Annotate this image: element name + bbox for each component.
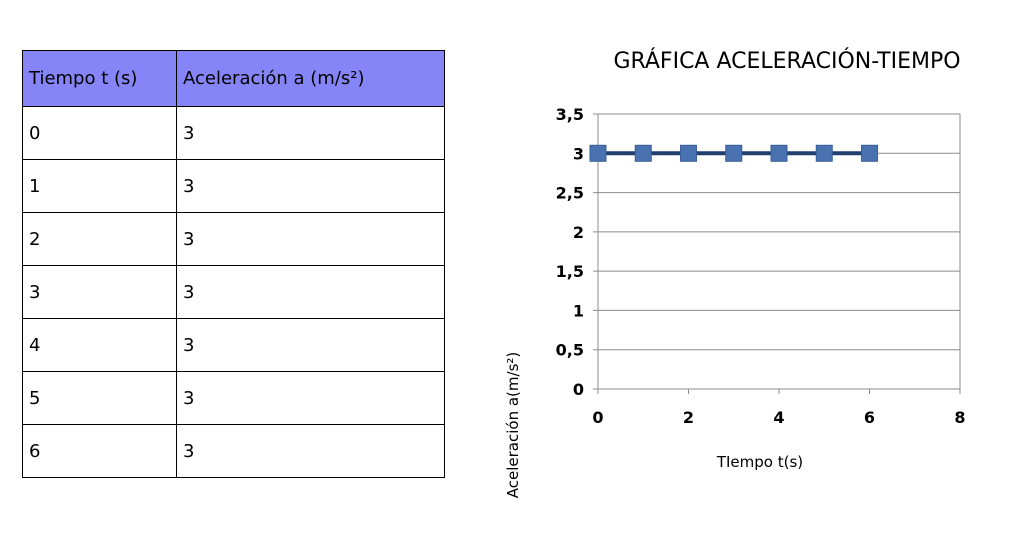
header-aceleracion: Aceleración a (m/s²)	[176, 50, 445, 107]
cell-tiempo: 0	[22, 106, 177, 160]
y-tick-label: 2	[573, 223, 584, 242]
cell-tiempo: 4	[22, 318, 177, 372]
table-row: 5 3	[22, 371, 445, 425]
cell-tiempo: 1	[22, 159, 177, 213]
table-row: 0 3	[22, 106, 445, 160]
data-point	[725, 144, 743, 162]
y-axis-label: Aceleración a(m/s²)	[504, 352, 522, 498]
cell-aceleracion: 3	[176, 265, 445, 319]
table-row: 6 3	[22, 424, 445, 478]
cell-aceleracion: 3	[176, 159, 445, 213]
table-row: 1 3	[22, 159, 445, 213]
acceleration-time-chart: GRÁFICA ACELERACIÓN-TIEMPO 0 0,5 1 1,5 2 2,5 3…	[504, 48, 966, 498]
cell-tiempo: 6	[22, 424, 177, 478]
cell-tiempo: 5	[22, 371, 177, 425]
y-tick-label: 1,5	[556, 262, 584, 281]
cell-tiempo: 3	[22, 265, 177, 319]
x-axis-label: TIempo t(s)	[716, 453, 803, 471]
table-row: 2 3	[22, 212, 445, 266]
cell-aceleracion: 3	[176, 371, 445, 425]
x-tick-label: 2	[683, 408, 694, 427]
x-tick-label: 6	[864, 408, 875, 427]
table-row: 4 3	[22, 318, 445, 372]
header-tiempo: Tiempo t (s)	[22, 50, 177, 107]
cell-aceleracion: 3	[176, 424, 445, 478]
data-point	[634, 144, 652, 162]
y-tick-label: 0	[573, 380, 584, 399]
y-tick-label: 0,5	[556, 341, 584, 360]
chart-title: GRÁFICA ACELERACIÓN-TIEMPO	[613, 48, 960, 74]
table-header-row: Tiempo t (s) Aceleración a (m/s²)	[22, 50, 445, 107]
x-axis-ticks: 0 2 4 6 8	[592, 408, 965, 427]
series-group	[589, 144, 878, 162]
data-point	[815, 144, 833, 162]
data-point	[770, 144, 788, 162]
y-tick-label: 1	[573, 301, 584, 320]
data-point	[861, 144, 878, 162]
data-point	[680, 144, 697, 162]
y-axis-ticks: 0 0,5 1 1,5 2 2,5 3 3,5	[556, 105, 584, 399]
cell-tiempo: 2	[22, 212, 177, 266]
data-table: Tiempo t (s) Aceleración a (m/s²) 0 3 1 …	[22, 50, 445, 478]
y-tick-label: 2,5	[556, 184, 584, 203]
x-tick-label: 4	[773, 408, 784, 427]
y-tick-label: 3	[573, 144, 584, 163]
data-point	[589, 144, 607, 162]
cell-aceleracion: 3	[176, 212, 445, 266]
x-tick-label: 8	[954, 408, 965, 427]
cell-aceleracion: 3	[176, 318, 445, 372]
y-tick-label: 3,5	[556, 105, 584, 124]
x-tick-label: 0	[592, 408, 603, 427]
cell-aceleracion: 3	[176, 106, 445, 160]
table-row: 3 3	[22, 265, 445, 319]
